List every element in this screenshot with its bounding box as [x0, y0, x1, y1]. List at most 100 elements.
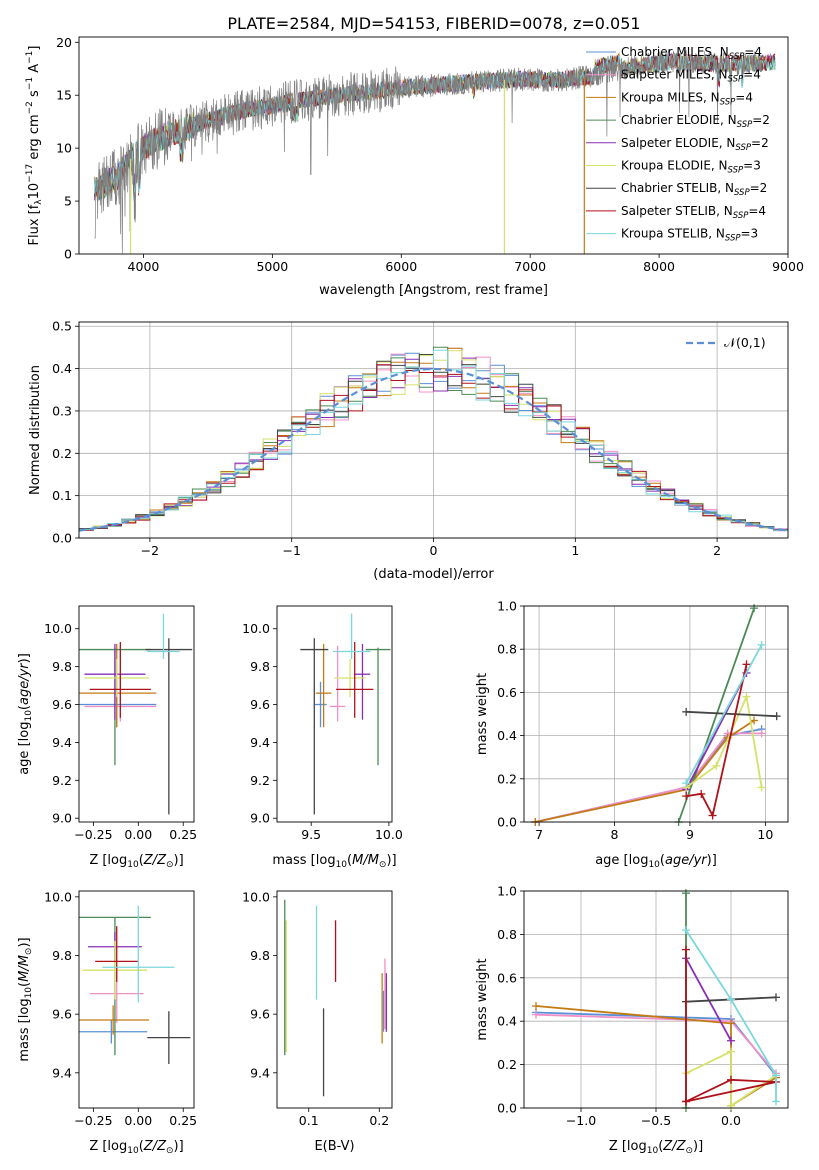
y-tick-label: 0.5 [52, 319, 72, 334]
y-tick-label: 9.6 [250, 697, 270, 712]
x-tick-label: −1.0 [566, 1113, 596, 1128]
legend-label: Salpeter ELODIE, NSSP=2 [621, 136, 769, 153]
x-tick-label: 0.25 [169, 1113, 197, 1128]
x-tick-label: 9.5 [301, 827, 321, 842]
x-tick-label: 0 [430, 543, 438, 558]
mass-vs-ebv-panel: 0.1 0.2 9.4 9.6 9.8 10.0 E(B-V) [242, 889, 393, 1154]
y-tick-label: 0.8 [497, 642, 517, 657]
legend-label: Chabrier ELODIE, NSSP=2 [621, 113, 770, 130]
x-tick-label: −0.5 [641, 1113, 671, 1128]
x-axis-label: Z [log10(Z/Z⊙)] [89, 853, 183, 870]
x-axis-label: wavelength [Angstrom, rest frame] [319, 283, 548, 298]
spectrum-lines [94, 50, 776, 254]
y-tick-label: 10.0 [242, 889, 270, 904]
legend-label: Kroupa STELIB, NSSP=3 [621, 227, 758, 244]
legend-label: Chabrier STELIB, NSSP=2 [621, 181, 767, 198]
x-tick-label: 9 [686, 827, 694, 842]
y-tick-label: 0.2 [497, 771, 517, 786]
axes-frame [276, 890, 393, 1109]
legend-label: Salpeter STELIB, NSSP=4 [621, 204, 766, 221]
axes-frame [523, 605, 789, 823]
x-tick-label: −2 [141, 543, 159, 558]
y-tick-label: 0.2 [497, 1057, 517, 1072]
weight-vs-age-panel: 7 8 9 10 0.0 0.2 0.4 0.6 0.8 1.0 age [log10(age/yr… [475, 599, 789, 870]
weight-lines [532, 889, 780, 1112]
spectrum-panel: 4000 5000 6000 7000 8000 9000 0 5 10 15 20 waveleng… [25, 35, 804, 298]
y-tick-label: 10.0 [242, 621, 270, 636]
axes-frame [78, 321, 789, 539]
weight-series-line [535, 728, 762, 823]
histogram-step [79, 364, 788, 531]
y-tick-label: 9.6 [52, 1007, 72, 1022]
y-tick-label: 0.0 [497, 815, 517, 830]
legend-label: 𝒩(0,1) [724, 335, 766, 350]
y-tick-label: 20 [56, 35, 72, 50]
axes-frame [78, 36, 789, 255]
y-axis-label: age [log10(age/yr)] [17, 653, 34, 775]
residuals-panel: −2 −1 0 1 2 0.0 0.1 0.2 0.3 0.4 0.5 𝒩(0,1) (data-mod… [28, 319, 789, 582]
y-tick-label: 10 [56, 141, 72, 156]
y-tick-label: 0.6 [497, 685, 517, 700]
y-tick-label: 9.2 [250, 773, 270, 788]
weight-series-line [685, 957, 732, 1042]
y-axis-label: Normed distribution [28, 365, 43, 495]
normal-reference-curve [79, 367, 788, 532]
y-tick-label: 10.0 [44, 889, 72, 904]
errorbar-points [79, 905, 191, 1065]
y-tick-label: 9.8 [250, 659, 270, 674]
x-tick-label: −0.25 [74, 827, 112, 842]
x-tick-label: 7 [535, 827, 543, 842]
x-tick-label: 8000 [643, 259, 675, 274]
axes-frame [523, 890, 789, 1109]
errorbar-points [284, 899, 388, 1097]
errorbar-points [79, 613, 193, 815]
y-axis-label: mass weight [475, 673, 490, 755]
mass-vs-Z-panel: −0.25 0.00 0.25 9.4 9.6 9.8 10.0 Z [log10(Z/Z⊙)… [17, 889, 197, 1156]
y-tick-label: 0.4 [497, 728, 517, 743]
y-tick-label: 0.0 [52, 531, 72, 546]
x-tick-label: 0.1 [299, 1113, 319, 1128]
y-tick-label: 9.8 [52, 948, 72, 963]
errorbar-points [300, 613, 391, 815]
x-tick-label: 4000 [128, 259, 160, 274]
weight-series-line [685, 929, 777, 1102]
weight-series-line [535, 732, 762, 823]
weight-series-line [686, 664, 748, 819]
x-tick-label: 0.00 [124, 827, 152, 842]
y-tick-label: 9.8 [250, 948, 270, 963]
x-axis-label: Z [log10(Z/Z⊙)] [89, 1139, 183, 1156]
y-tick-label: 9.4 [52, 1065, 72, 1080]
x-tick-label: 5000 [256, 259, 288, 274]
weight-lines [531, 604, 781, 826]
weight-series-line [685, 644, 763, 784]
x-axis-label: Z [log10(Z/Z⊙)] [609, 1139, 703, 1156]
x-tick-label: 0.0 [721, 1113, 741, 1128]
y-tick-label: 0.2 [52, 446, 72, 461]
x-tick-label: 0.25 [169, 827, 197, 842]
x-tick-label: −1 [282, 543, 300, 558]
legend-label: Kroupa ELODIE, NSSP=3 [621, 159, 761, 176]
y-axis-label: mass weight [475, 958, 490, 1040]
x-axis-label: E(B-V) [314, 1139, 354, 1154]
x-axis-label: (data-model)/error [373, 567, 494, 582]
x-tick-label: 1 [571, 543, 579, 558]
y-tick-label: 9.4 [250, 1065, 270, 1080]
figure-title: PLATE=2584, MJD=54153, FIBERID=0078, z=0… [227, 14, 640, 33]
weight-series-line [535, 719, 755, 823]
y-tick-label: 9.8 [52, 659, 72, 674]
y-tick-label: 1.0 [497, 599, 517, 614]
y-tick-label: 9.0 [250, 811, 270, 826]
weight-series-line [686, 710, 777, 718]
x-axis-label: mass [log10(M/M⊙)] [272, 853, 396, 870]
x-tick-label: 10.0 [375, 827, 403, 842]
y-tick-label: 0.4 [497, 1014, 517, 1029]
y-tick-label: 9.2 [52, 773, 72, 788]
y-tick-label: 0.0 [497, 1101, 517, 1116]
age-vs-mass-panel: 9.5 10.0 9.0 9.2 9.4 9.6 9.8 10.0 mass [log10(M/… [242, 605, 403, 870]
y-tick-label: 9.4 [250, 735, 270, 750]
histogram-lines [79, 346, 788, 532]
legend-label: Salpeter MILES, NSSP=4 [621, 68, 761, 85]
spectrum-legend: Chabrier MILES, NSSP=4 Salpeter MILES, NS… [586, 45, 770, 244]
y-tick-label: 0.8 [497, 927, 517, 942]
